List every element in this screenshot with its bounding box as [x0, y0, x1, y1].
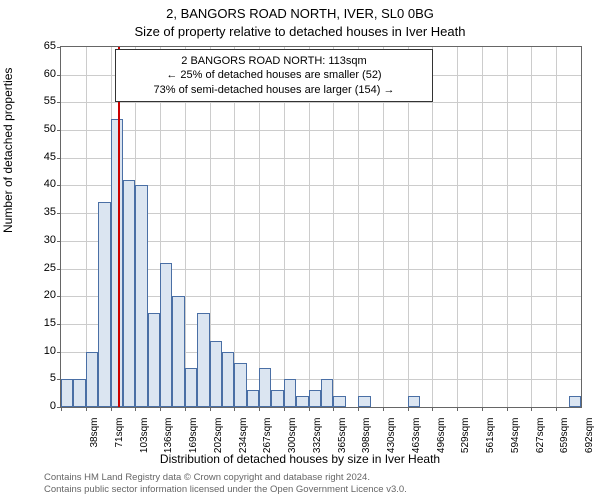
histogram-bar: [259, 368, 271, 407]
ytick-label: 55: [16, 95, 56, 107]
xtick-mark: [259, 407, 260, 411]
xtick-mark: [507, 407, 508, 411]
histogram-bar: [271, 390, 283, 407]
ytick-mark: [57, 102, 61, 103]
xtick-mark: [408, 407, 409, 411]
gridline-v: [531, 47, 532, 407]
histogram-bar: [333, 396, 345, 407]
histogram-bar: [111, 119, 123, 407]
ytick-mark: [57, 75, 61, 76]
histogram-bar: [569, 396, 581, 407]
ytick-mark: [57, 296, 61, 297]
histogram-bar: [296, 396, 308, 407]
histogram-bar: [358, 396, 370, 407]
annotation-line: ← 25% of detached houses are smaller (52…: [124, 68, 424, 82]
ytick-label: 5: [16, 372, 56, 384]
gridline-h: [61, 130, 581, 131]
histogram-bar: [160, 263, 172, 407]
ytick-label: 10: [16, 345, 56, 357]
ytick-mark: [57, 324, 61, 325]
xtick-mark: [556, 407, 557, 411]
histogram-bar: [148, 313, 160, 407]
xtick-mark: [210, 407, 211, 411]
xtick-mark: [333, 407, 334, 411]
ytick-mark: [57, 352, 61, 353]
xtick-mark: [160, 407, 161, 411]
credits-line1: Contains HM Land Registry data © Crown c…: [44, 472, 370, 483]
gridline-h: [61, 158, 581, 159]
histogram-bar: [408, 396, 420, 407]
ytick-label: 40: [16, 178, 56, 190]
xtick-mark: [111, 407, 112, 411]
histogram-bar: [185, 368, 197, 407]
x-axis-label: Distribution of detached houses by size …: [0, 452, 600, 466]
ytick-label: 50: [16, 123, 56, 135]
annotation-box: 2 BANGORS ROAD NORTH: 113sqm← 25% of det…: [115, 49, 433, 102]
xtick-mark: [234, 407, 235, 411]
annotation-line: 73% of semi-detached houses are larger (…: [124, 83, 424, 97]
gridline-v: [457, 47, 458, 407]
xtick-mark: [482, 407, 483, 411]
ytick-label: 0: [16, 400, 56, 412]
histogram-bar: [123, 180, 135, 407]
ytick-mark: [57, 158, 61, 159]
xtick-mark: [309, 407, 310, 411]
histogram-bar: [98, 202, 110, 407]
ytick-mark: [57, 47, 61, 48]
xtick-mark: [457, 407, 458, 411]
xtick-mark: [531, 407, 532, 411]
gridline-h: [61, 102, 581, 103]
plot-area: 2 BANGORS ROAD NORTH: 113sqm← 25% of det…: [60, 46, 582, 408]
xtick-mark: [185, 407, 186, 411]
ytick-label: 45: [16, 151, 56, 163]
ytick-label: 65: [16, 40, 56, 52]
ytick-label: 25: [16, 262, 56, 274]
ytick-mark: [57, 269, 61, 270]
xtick-mark: [432, 407, 433, 411]
histogram-bar: [73, 379, 85, 407]
ytick-mark: [57, 130, 61, 131]
histogram-bar: [172, 296, 184, 407]
y-axis-label: Number of detached properties: [1, 68, 15, 233]
chart-title-line2: Size of property relative to detached ho…: [0, 24, 600, 39]
ytick-label: 30: [16, 234, 56, 246]
chart-container: 2, BANGORS ROAD NORTH, IVER, SL0 0BG Siz…: [0, 0, 600, 500]
gridline-v: [556, 47, 557, 407]
xtick-mark: [135, 407, 136, 411]
histogram-bar: [247, 390, 259, 407]
xtick-mark: [358, 407, 359, 411]
histogram-bar: [284, 379, 296, 407]
histogram-bar: [234, 363, 246, 407]
chart-title-line1: 2, BANGORS ROAD NORTH, IVER, SL0 0BG: [0, 6, 600, 21]
ytick-mark: [57, 241, 61, 242]
xtick-mark: [284, 407, 285, 411]
xtick-mark: [86, 407, 87, 411]
histogram-bar: [197, 313, 209, 407]
histogram-bar: [321, 379, 333, 407]
gridline-v: [507, 47, 508, 407]
xtick-mark: [383, 407, 384, 411]
ytick-mark: [57, 185, 61, 186]
histogram-bar: [86, 352, 98, 407]
ytick-label: 35: [16, 206, 56, 218]
histogram-bar: [135, 185, 147, 407]
ytick-label: 60: [16, 68, 56, 80]
gridline-v: [482, 47, 483, 407]
histogram-bar: [61, 379, 73, 407]
credits-line2: Contains public sector information licen…: [44, 484, 407, 495]
ytick-label: 15: [16, 317, 56, 329]
histogram-bar: [210, 341, 222, 407]
ytick-label: 20: [16, 289, 56, 301]
ytick-mark: [57, 213, 61, 214]
histogram-bar: [222, 352, 234, 407]
histogram-bar: [309, 390, 321, 407]
annotation-line: 2 BANGORS ROAD NORTH: 113sqm: [124, 54, 424, 68]
xtick-mark: [61, 407, 62, 411]
